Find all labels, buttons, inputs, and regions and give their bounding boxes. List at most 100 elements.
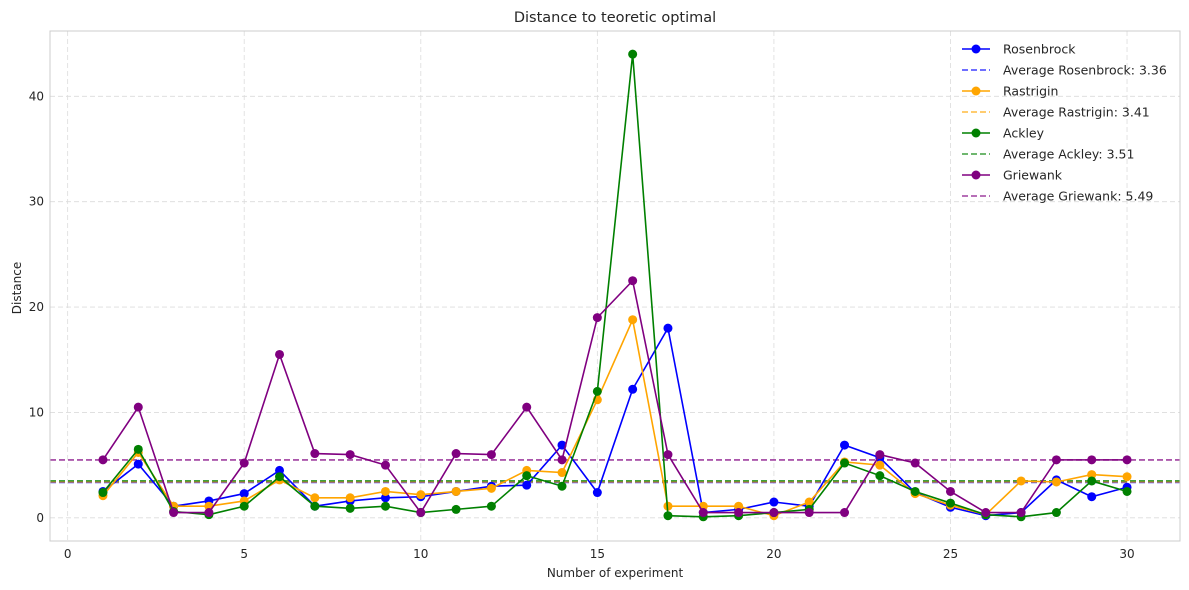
- data-point-griewank: [557, 455, 567, 465]
- data-point-ackley: [310, 501, 320, 511]
- data-point-griewank: [628, 276, 638, 286]
- data-point-griewank: [416, 508, 426, 518]
- data-point-ackley: [945, 498, 955, 508]
- data-point-griewank: [204, 508, 214, 518]
- data-point-griewank: [380, 460, 390, 470]
- series-line-rastrigin: [102, 317, 1128, 517]
- tick-labels: 0 5 10 15 20 25 30 0 10 20 30 40: [29, 89, 1135, 561]
- x-tick-label: 5: [240, 547, 248, 561]
- data-point-ackley: [592, 386, 602, 396]
- data-point-ackley: [98, 488, 108, 498]
- x-tick-label: 15: [590, 547, 605, 561]
- plot-frame: [49, 30, 1181, 542]
- x-tick-label: 10: [413, 547, 428, 561]
- data-point-ackley: [380, 501, 390, 511]
- data-point-rastrigin: [451, 486, 461, 496]
- y-tick-label: 30: [29, 195, 44, 209]
- data-point-griewank: [486, 450, 496, 460]
- data-point-ackley: [486, 501, 496, 511]
- data-point-griewank: [133, 402, 143, 412]
- legend: Rosenbrock Average Rosenbrock: 3.36 Rastri…: [962, 42, 1167, 204]
- legend-average-label: Average Rastrigin: 3.41: [1003, 105, 1150, 120]
- x-tick-label: 0: [64, 547, 72, 561]
- data-point-griewank: [592, 313, 602, 323]
- data-point-ackley: [345, 503, 355, 513]
- data-point-rosenbrock: [1087, 492, 1097, 502]
- data-point-ackley: [1122, 486, 1132, 496]
- data-point-ackley: [451, 504, 461, 514]
- data-point-griewank: [1016, 508, 1026, 518]
- data-point-griewank: [98, 455, 108, 465]
- series-lines: [98, 49, 1132, 522]
- data-point-rosenbrock: [239, 489, 249, 499]
- data-point-rosenbrock: [663, 323, 673, 333]
- series-line-griewank: [102, 279, 1128, 514]
- legend-label: Rastrigin: [1003, 84, 1058, 99]
- series-griewank: [98, 276, 1132, 518]
- data-point-rastrigin: [1122, 472, 1132, 482]
- y-tick-label: 20: [29, 300, 44, 314]
- average-lines: [50, 459, 1180, 484]
- data-point-rastrigin: [1051, 477, 1061, 487]
- grid: [50, 31, 1180, 541]
- legend-label: Griewank: [1003, 168, 1063, 183]
- data-point-ackley: [1087, 476, 1097, 486]
- data-point-griewank: [310, 449, 320, 459]
- y-tick-label: 0: [36, 511, 44, 525]
- data-point-rosenbrock: [380, 493, 390, 503]
- series-line-ackley: [102, 54, 1128, 518]
- data-point-griewank: [769, 508, 779, 518]
- data-point-rastrigin: [486, 483, 496, 493]
- legend-label: Rosenbrock: [1003, 42, 1076, 57]
- data-point-rastrigin: [345, 493, 355, 503]
- data-point-rastrigin: [380, 486, 390, 496]
- data-point-ackley: [910, 486, 920, 496]
- legend-marker-griewank: [971, 170, 981, 180]
- data-point-griewank: [875, 450, 885, 460]
- data-point-griewank: [734, 508, 744, 518]
- legend-marker-rastrigin: [971, 86, 981, 96]
- data-point-ackley: [275, 472, 285, 482]
- data-point-rosenbrock: [592, 488, 602, 498]
- legend-average-label: Average Griewank: 5.49: [1003, 189, 1153, 204]
- data-point-ackley: [840, 458, 850, 468]
- series-line-rosenbrock: [102, 325, 1128, 517]
- data-point-rastrigin: [804, 497, 814, 507]
- chart-title: Distance to teoretic optimal: [514, 10, 716, 26]
- data-point-ackley: [663, 511, 673, 521]
- data-point-griewank: [345, 450, 355, 460]
- data-point-rastrigin: [416, 490, 426, 500]
- data-point-griewank: [522, 402, 532, 412]
- data-point-rosenbrock: [557, 440, 567, 450]
- data-point-griewank: [169, 508, 179, 518]
- data-point-griewank: [1122, 455, 1132, 465]
- x-tick-label: 20: [766, 547, 781, 561]
- x-tick-label: 30: [1119, 547, 1134, 561]
- data-point-rastrigin: [628, 315, 638, 325]
- data-point-ackley: [522, 471, 532, 481]
- data-point-ackley: [1051, 508, 1061, 518]
- x-tick-label: 25: [943, 547, 958, 561]
- data-point-ackley: [557, 481, 567, 491]
- data-point-griewank: [663, 450, 673, 460]
- data-point-griewank: [275, 349, 285, 359]
- legend-average-label: Average Ackley: 3.51: [1003, 147, 1134, 162]
- data-point-rastrigin: [557, 468, 567, 478]
- legend-marker-rosenbrock: [971, 44, 981, 54]
- data-point-ackley: [628, 49, 638, 59]
- data-point-rastrigin: [1016, 476, 1026, 486]
- legend-average-label: Average Rosenbrock: 3.36: [1003, 63, 1167, 78]
- data-point-ackley: [875, 471, 885, 481]
- data-point-rastrigin: [1087, 470, 1097, 480]
- data-point-griewank: [981, 508, 991, 518]
- data-point-rosenbrock: [133, 459, 143, 469]
- data-point-rosenbrock: [275, 465, 285, 475]
- data-point-griewank: [840, 508, 850, 518]
- data-point-rastrigin: [310, 493, 320, 503]
- data-point-griewank: [910, 458, 920, 468]
- data-point-griewank: [239, 458, 249, 468]
- data-point-griewank: [1087, 455, 1097, 465]
- y-axis-label: Distance: [10, 262, 24, 314]
- y-tick-label: 10: [29, 405, 44, 419]
